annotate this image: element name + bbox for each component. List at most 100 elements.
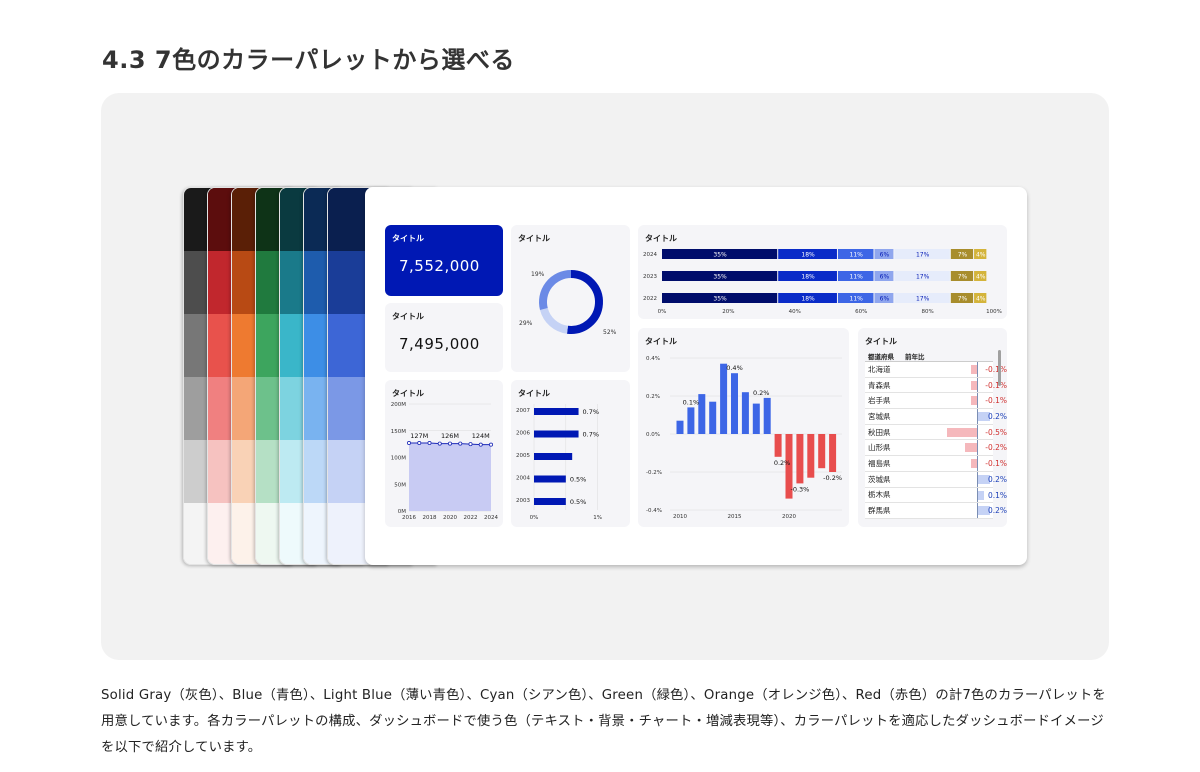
bar bbox=[534, 430, 579, 438]
data-label: 0.7% bbox=[583, 431, 600, 439]
column-bar bbox=[687, 407, 695, 434]
table-scrollbar[interactable] bbox=[998, 350, 1001, 386]
yoy-cell: 0.2% bbox=[905, 409, 1007, 424]
column-header-prefecture[interactable]: 都道府県 bbox=[868, 352, 894, 361]
tick-label: 2018 bbox=[423, 515, 437, 521]
yoy-cell: 0.1% bbox=[905, 487, 1007, 503]
table-row[interactable]: 福島県 -0.1% bbox=[865, 456, 1007, 472]
yoy-value: -0.1% bbox=[985, 380, 1007, 390]
stacked-segment bbox=[662, 293, 778, 303]
stacked-segment bbox=[950, 249, 974, 259]
tick-label: 2020 bbox=[443, 515, 457, 521]
category-label: 2003 bbox=[516, 498, 530, 504]
area-chart-card: タイトル 0M 50M 100M 150M 200M 127M 126M 124M 2016 20… bbox=[385, 380, 503, 527]
data-label: 0.2% bbox=[774, 459, 791, 467]
column-bar bbox=[709, 401, 717, 434]
tick-label: 2022 bbox=[464, 515, 478, 521]
column-header-yoy[interactable]: 前年比 bbox=[905, 352, 925, 361]
column-bar bbox=[829, 434, 837, 472]
data-label: 0.4% bbox=[726, 364, 743, 372]
table-row[interactable]: 青森県 -0.1% bbox=[865, 377, 1007, 394]
stacked-segment bbox=[662, 249, 778, 259]
category-label: 2005 bbox=[516, 453, 530, 459]
tick-label: -0.4% bbox=[646, 508, 662, 514]
yoy-bar bbox=[971, 380, 977, 390]
table-row[interactable]: 宮城県 0.2% bbox=[865, 409, 1007, 425]
card-title: タイトル bbox=[392, 312, 424, 321]
data-label: 17% bbox=[916, 296, 930, 303]
donut-chart: 19% 29% 52% bbox=[519, 270, 617, 336]
data-label: -0.2% bbox=[823, 474, 842, 482]
tick-label: 150M bbox=[391, 429, 406, 435]
tick-label: 0.4% bbox=[646, 356, 660, 362]
yoy-value: -0.1% bbox=[985, 396, 1007, 406]
kpi-card-secondary: タイトル 7,495,000 bbox=[385, 303, 503, 372]
table-row[interactable]: 山形県 -0.2% bbox=[865, 440, 1007, 457]
data-label: 35% bbox=[713, 274, 727, 281]
data-label: 18% bbox=[801, 274, 815, 281]
data-point bbox=[458, 441, 463, 446]
data-label: 0.1% bbox=[683, 398, 700, 406]
tick-label: 0% bbox=[658, 309, 667, 315]
card-title: タイトル bbox=[645, 234, 677, 243]
zero-axis bbox=[977, 424, 978, 440]
stacked-segment bbox=[874, 249, 894, 259]
table-row[interactable]: 栃木県 0.1% bbox=[865, 487, 1007, 504]
stacked-segment bbox=[950, 271, 974, 281]
column-bar bbox=[807, 434, 815, 478]
prefecture-cell: 群馬県 bbox=[868, 506, 891, 516]
data-label: 124M bbox=[472, 432, 490, 440]
tick-label: 0M bbox=[398, 509, 406, 515]
area-chart: 0M 50M 100M 150M 200M 127M 126M 124M 2016 2018 202… bbox=[391, 402, 499, 521]
category-label: 2006 bbox=[516, 431, 530, 437]
table-row[interactable]: 秋田県 -0.5% bbox=[865, 424, 1007, 441]
column-bar bbox=[698, 394, 706, 434]
table-row[interactable]: 北海道 -0.1% bbox=[865, 362, 1007, 378]
prefecture-cell: 岩手県 bbox=[868, 396, 891, 406]
data-label: 11% bbox=[850, 252, 864, 259]
yoy-cell: -0.1% bbox=[905, 456, 1007, 471]
zero-axis bbox=[977, 487, 978, 503]
yoy-value: 0.2% bbox=[987, 474, 1007, 484]
slice-label: 29% bbox=[519, 320, 533, 327]
zero-axis bbox=[977, 503, 978, 518]
data-label: 17% bbox=[916, 274, 930, 281]
data-label: 0.5% bbox=[570, 498, 587, 506]
table-header: 都道府県 前年比 bbox=[865, 350, 993, 362]
data-label: 17% bbox=[916, 252, 930, 259]
prefecture-cell: 北海道 bbox=[868, 364, 891, 374]
kpi-value: 7,495,000 bbox=[399, 335, 480, 353]
data-label: 7% bbox=[958, 252, 968, 259]
tick-label: 50M bbox=[394, 482, 406, 488]
zero-axis bbox=[977, 362, 978, 377]
stacked-segment bbox=[662, 271, 778, 281]
tick-label: 2024 bbox=[484, 515, 498, 521]
zero-axis bbox=[977, 393, 978, 409]
stacked-segment bbox=[778, 249, 837, 259]
tick-label: 2015 bbox=[728, 514, 742, 520]
horizontal-bar-card: タイトル 2007 0.7% 2006 0.7% 2005 2004 0.5% 2003 0.5… bbox=[511, 380, 630, 527]
category-label: 2004 bbox=[516, 476, 530, 482]
data-label: 6% bbox=[880, 274, 890, 281]
column-bar bbox=[731, 373, 738, 434]
tick-label: 20% bbox=[722, 309, 734, 315]
table-row[interactable]: 茨城県 0.2% bbox=[865, 471, 1007, 488]
prefecture-cell: 福島県 bbox=[868, 458, 891, 468]
card-title: タイトル bbox=[865, 337, 897, 346]
stacked-segment bbox=[837, 249, 874, 259]
table-row[interactable]: 群馬県 0.2% bbox=[865, 503, 1007, 519]
zero-axis bbox=[977, 409, 978, 424]
column-bar bbox=[752, 403, 760, 434]
tick-label: 40% bbox=[789, 309, 801, 315]
category-label: 2023 bbox=[643, 274, 657, 280]
card-title: タイトル bbox=[392, 234, 424, 243]
category-label: 2024 bbox=[643, 252, 657, 258]
data-point bbox=[406, 441, 411, 446]
data-label: 18% bbox=[801, 296, 815, 303]
yoy-value: -0.2% bbox=[985, 443, 1007, 453]
yoy-value: -0.1% bbox=[985, 365, 1007, 374]
table-row[interactable]: 岩手県 -0.1% bbox=[865, 393, 1007, 410]
yoy-cell: 0.2% bbox=[905, 471, 1007, 487]
tick-label: 0.0% bbox=[646, 432, 660, 438]
yoy-bar bbox=[947, 427, 977, 437]
